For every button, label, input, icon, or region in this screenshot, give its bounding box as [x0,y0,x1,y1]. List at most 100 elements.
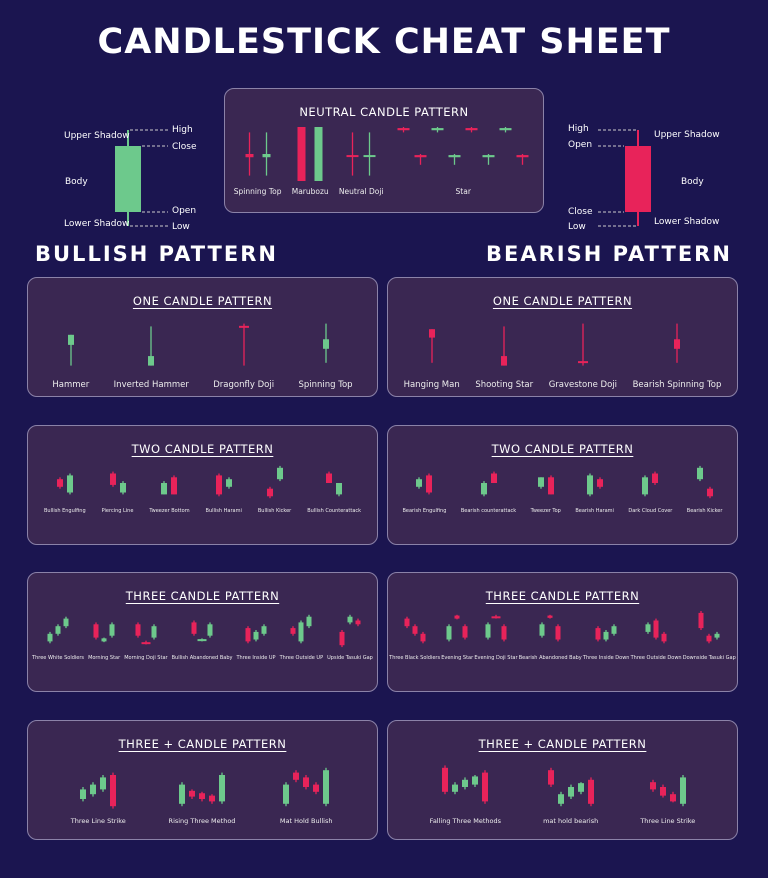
bullish-candle [714,631,720,640]
bearish-candle [669,791,676,803]
candles-graphic [485,614,507,642]
candles-graphic [109,471,126,495]
bullish-candle [314,127,323,181]
bullish-candle [323,767,330,807]
pattern-item: Evening Doji Star [474,609,518,661]
bullish-candle [55,624,61,636]
bearish-candle [313,782,320,795]
bearish-candle [297,127,306,181]
bearish-candle [293,770,300,783]
bearish-candle [482,770,489,804]
pattern-label: Three White Soldiers [32,655,85,661]
body-label: Body [65,177,88,187]
pattern-item: Three Inside Down [582,609,630,661]
bullish-candle [347,614,353,625]
pattern-label: Bullish Harami [205,508,242,514]
bullish-more-candle-panel: THREE + CANDLE PATTERN Three Line Strike R… [27,720,378,840]
pattern-label: Falling Three Methods [429,817,501,825]
panel-title: TWO CANDLE PATTERN [131,442,274,456]
pattern-label: Star [455,187,471,196]
bearish-candle [661,631,667,644]
pattern-item: Dark Cloud Cover [628,462,672,514]
pattern-item: mat hold bearish [543,761,599,825]
bullish-candle [67,334,74,366]
bearish-candle [462,624,468,640]
pattern-item: Hammer [52,316,89,390]
candles-graphic [80,772,117,809]
low-label: Low [568,222,586,232]
candles-graphic [135,622,157,645]
pattern-label: Evening Star [441,655,474,661]
candles-graphic [326,471,343,497]
bullish-candle [151,624,157,640]
bearish-candle [501,326,508,366]
pattern-label: Neutral Doji [338,187,384,196]
bullish-candle [101,637,107,643]
bearish-candle [491,614,501,619]
bullish-candle [611,624,617,636]
candles-graphic [547,767,594,807]
pattern-label: Three Black Soldiers [389,655,441,661]
bearish-candle [454,614,460,620]
pattern-label: Three Inside Down [582,655,630,661]
bearish-candle [303,775,310,790]
pattern-label: Rising Three Method [168,817,236,825]
candles-graphic [442,765,489,804]
pattern-label: Upside Tasuki Gap [327,655,373,661]
bearish-candle [698,611,704,630]
bearish-candle [93,622,99,640]
bearish-candle [547,767,554,787]
bearish-candle [238,323,249,366]
bullish-candle [100,775,107,792]
bearish-candle [412,624,418,636]
bearish-one-candle-panel: ONE CANDLE PATTERN Hanging Man Shooting St… [387,277,738,397]
panel-title: THREE + CANDLE PATTERN [478,737,647,751]
candles-graphic [161,475,178,495]
pattern-item: Three Outside Down [631,609,682,661]
candles-graphic [416,473,433,495]
pattern-label: Three Line Strike [640,817,696,825]
pattern-label: Tweezer Top [530,508,561,514]
bullish-candle [197,638,207,642]
bullish-candle [109,622,115,638]
bullish-candle [485,622,491,640]
candles-graphic [245,624,267,644]
pattern-item: Three Line Strike [640,761,695,825]
pattern-item: Rising Three Method [168,761,236,825]
pattern-item: Mat Hold Bullish [278,761,334,825]
pattern-label: Bearish Spinning Top [632,380,722,390]
bearish-candle [490,471,497,483]
bullish-candle [603,630,609,642]
bullish-candle [306,614,312,629]
pattern-label: Bearish Abandoned Baby [518,655,582,661]
pattern-label: Shooting Star [475,380,534,390]
pattern-label: Bearish Engulfing [402,508,447,514]
bullish-candle [452,782,459,795]
pattern-label: mat hold bearish [543,817,599,825]
pattern-label: Mat Hold Bullish [279,817,333,825]
candles-graphic [537,475,554,495]
candles-graphic [56,473,73,495]
bearish-heading: BEARISH PATTERN [486,242,732,266]
pattern-item: Spinning Top [298,316,353,390]
pattern-item: Three White Soldiers [32,609,84,661]
pattern-label: Bearish counterattack [460,508,517,514]
pattern-label: Dragonfly Doji [213,380,275,390]
pattern-item: Bearish counterattack [461,462,516,514]
pattern-item: Bullish Abandoned Baby [172,609,232,661]
pattern-item: Bullish Engulfing [44,462,86,514]
bearish-candle [649,779,656,792]
bullish-candle [66,473,73,495]
bullish-candle [119,481,126,495]
pattern-item: Spinning Top [234,125,281,196]
bullish-anatomy-candle [115,129,168,227]
bearish-candle [547,475,554,495]
bullish-candle [225,477,232,489]
bearish-candle [397,127,410,133]
bullish-candle [336,483,343,497]
pattern-label: Bearish Harami [575,508,614,514]
pattern-item: Gravestone Doji [549,316,617,390]
pattern-item: Bullish Harami [206,462,242,514]
bullish-candle [80,787,87,802]
pattern-item: Marubozu [290,125,330,196]
